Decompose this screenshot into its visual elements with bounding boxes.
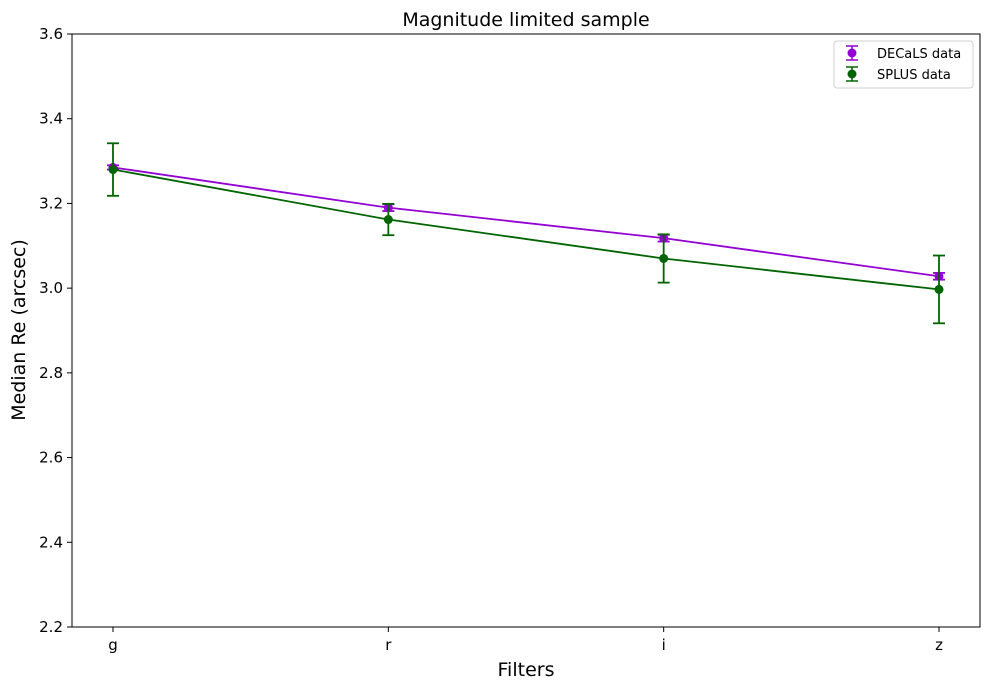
data-point	[383, 215, 393, 225]
data-point	[934, 284, 944, 294]
y-axis: 2.2 2.4 2.6 2.8 3.0 3.2 3.4 3.6	[39, 25, 72, 636]
y-tick-label: 2.8	[39, 364, 63, 382]
series-line	[112, 168, 940, 291]
legend-items: DECaLS data SPLUS data	[846, 45, 961, 83]
y-tick-label: 2.2	[39, 618, 63, 636]
plot-frame	[71, 33, 981, 628]
x-axis-label: Filters	[498, 659, 555, 681]
x-tick-label: r	[385, 636, 392, 654]
series-1	[107, 162, 945, 281]
y-tick-label: 3.0	[39, 279, 63, 297]
legend-item: SPLUS data	[846, 66, 951, 83]
x-tick-label: g	[108, 636, 118, 654]
x-tick-label: z	[935, 636, 943, 654]
legend-marker	[847, 69, 857, 79]
y-tick-label: 2.4	[39, 533, 63, 551]
y-axis-label: Median Re (arcsec)	[8, 239, 30, 421]
x-tick-label: i	[662, 636, 666, 654]
legend-label: DECaLS data	[877, 47, 961, 62]
y-tick-label: 3.4	[39, 110, 63, 128]
series-line	[112, 166, 940, 278]
legend: DECaLS data SPLUS data	[833, 40, 974, 89]
legend-label: SPLUS data	[877, 68, 951, 83]
chart-title: Magnitude limited sample	[402, 9, 649, 31]
y-tick-label: 3.2	[39, 194, 63, 212]
legend-box	[833, 40, 974, 89]
plot-area	[107, 142, 945, 325]
legend-item: DECaLS data	[846, 45, 961, 62]
legend-marker	[847, 48, 857, 58]
y-tick-label: 2.6	[39, 449, 63, 467]
data-point	[659, 253, 669, 263]
y-tick-label: 3.6	[39, 25, 63, 43]
series-2	[107, 142, 945, 325]
data-point	[108, 165, 118, 175]
